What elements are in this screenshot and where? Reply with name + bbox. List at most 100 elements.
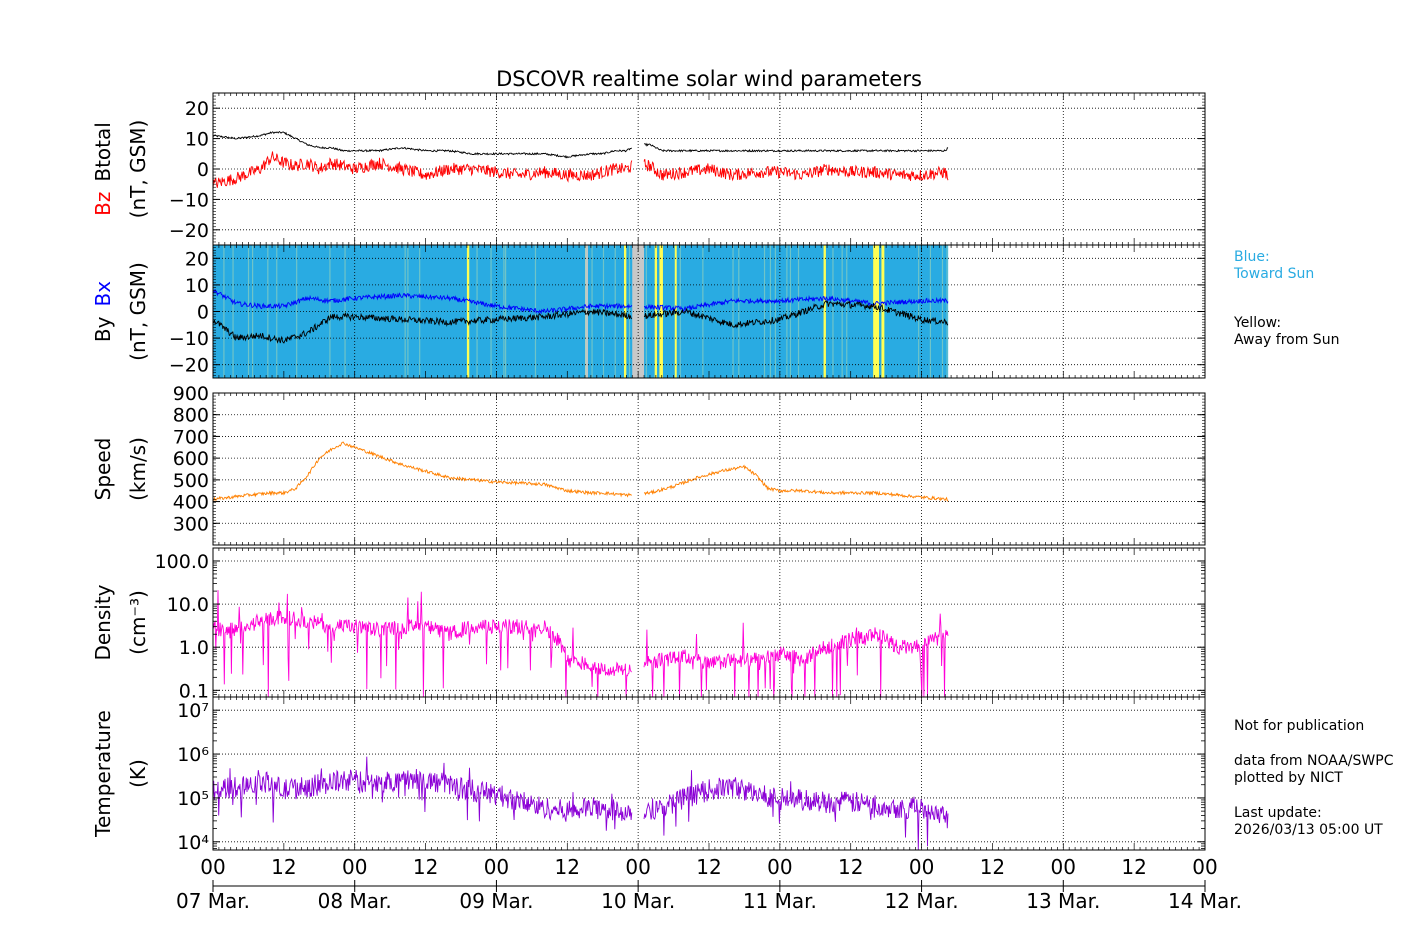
y-tick-label: 10⁴ <box>177 832 209 854</box>
panels: −20 −10 0 10 20 Bz Btotal (nT, GSM) −20 −10 0 10 20 B… <box>91 92 1206 854</box>
y-label-series-1: Bz <box>91 192 115 216</box>
x-hour-tick-label: 00 <box>909 855 934 879</box>
panel-imf: −20 −10 0 10 20 By Bx (nT, GSM) <box>91 244 1206 379</box>
x-hour-tick-label: 00 <box>484 855 509 879</box>
y-axis-unit: (nT, GSM) <box>126 120 150 219</box>
away-from-sun-band <box>623 245 627 378</box>
note-last-update-value: 2026/03/13 05:00 UT <box>1234 822 1383 838</box>
x-date-label: 12 Mar. <box>885 889 959 913</box>
y-tick-label: 20 <box>185 98 209 120</box>
x-hour-tick-label: 12 <box>271 855 296 879</box>
y-tick-label: −20 <box>169 220 209 242</box>
y-tick-label: −10 <box>169 189 209 211</box>
y-tick-label: −20 <box>169 355 209 377</box>
chart-title: DSCOVR realtime solar wind parameters <box>496 67 922 91</box>
x-date-label: 13 Mar. <box>1026 889 1100 913</box>
series-by <box>643 300 949 329</box>
series-by <box>212 308 633 344</box>
y-tick-label: 10.0 <box>167 594 209 616</box>
y-axis-label: Speed <box>91 438 115 501</box>
y-label-series-1: By <box>91 316 115 342</box>
minor-polarity-stripe <box>679 245 681 378</box>
minor-polarity-stripe <box>841 245 843 378</box>
x-date-label: 07 Mar. <box>176 889 250 913</box>
minor-polarity-stripe <box>832 245 834 378</box>
series-bz <box>643 158 949 182</box>
y-tick-label: 100.0 <box>155 551 209 573</box>
legend-blue-title: Blue: <box>1234 249 1270 265</box>
minor-polarity-stripe <box>789 245 792 378</box>
minor-polarity-stripe <box>296 245 298 378</box>
series-bx <box>644 295 949 313</box>
panel-mag: −20 −10 0 10 20 Bz Btotal (nT, GSM) <box>91 92 1206 246</box>
minor-polarity-stripe <box>329 245 331 378</box>
y-axis-label: Temperature <box>91 710 115 838</box>
y-tick-label: 0.1 <box>179 680 209 702</box>
x-hour-tick-label: 12 <box>980 855 1005 879</box>
note-not-for-publication: Not for publication <box>1234 718 1364 734</box>
minor-polarity-stripe <box>490 245 492 378</box>
imf-legend: Blue: Toward Sun Yellow: Away from Sun <box>1233 249 1339 348</box>
x-hour-tick-label: 00 <box>1051 855 1076 879</box>
minor-polarity-stripe <box>645 245 647 378</box>
away-from-sun-band <box>823 245 826 378</box>
away-from-sun-band <box>654 245 658 378</box>
y-axis-unit: (nT, GSM) <box>126 262 150 361</box>
minor-polarity-stripe <box>419 245 421 378</box>
series-btotal <box>644 142 949 153</box>
series-speed <box>643 464 949 502</box>
minor-polarity-stripe <box>503 245 505 378</box>
y-axis-label: Bz Btotal <box>91 122 115 216</box>
minor-polarity-stripe <box>946 245 948 378</box>
series-bx <box>212 289 633 315</box>
x-date-label: 11 Mar. <box>743 889 817 913</box>
y-tick-label: 600 <box>173 448 209 470</box>
series-speed <box>213 441 632 502</box>
y-axis-label: By Bx <box>91 281 115 342</box>
legend-blue-text: Toward Sun <box>1233 266 1314 282</box>
y-tick-label: 800 <box>173 405 209 427</box>
data-gap-band <box>585 245 588 378</box>
footnotes: Not for publication data from NOAA/SWPC … <box>1234 718 1394 838</box>
minor-polarity-stripe <box>763 245 766 378</box>
minor-polarity-stripe <box>774 245 776 378</box>
y-tick-label: 10⁷ <box>177 700 209 722</box>
series-temperature <box>643 770 949 851</box>
note-last-update-label: Last update: <box>1234 805 1322 821</box>
y-tick-label: 900 <box>173 383 209 405</box>
y-tick-label: 0 <box>197 159 209 181</box>
y-tick-label: 700 <box>173 426 209 448</box>
panel-frame <box>212 696 1206 851</box>
series-density <box>643 613 949 698</box>
series-density <box>212 590 633 698</box>
y-label-series-2: Btotal <box>91 122 115 181</box>
y-tick-label: −10 <box>169 328 209 350</box>
x-hour-tick-label: 00 <box>625 855 650 879</box>
x-hour-tick-label: 00 <box>200 855 225 879</box>
x-hour-tick-label: 00 <box>342 855 367 879</box>
minor-polarity-stripe <box>769 245 772 378</box>
y-tick-label: 300 <box>173 513 209 535</box>
minor-polarity-stripe <box>732 245 734 378</box>
note-data-source: data from NOAA/SWPC <box>1234 753 1394 769</box>
x-hour-tick-label: 12 <box>555 855 580 879</box>
y-tick-label: 10 <box>185 275 209 297</box>
x-date-label: 10 Mar. <box>601 889 675 913</box>
y-axis-unit: (K) <box>126 759 150 788</box>
x-date-label: 08 Mar. <box>318 889 392 913</box>
panel-density: 0.1 1.0 10.0 100.0 Density (cm⁻³) <box>91 547 1206 702</box>
y-tick-label: 10⁶ <box>177 744 209 766</box>
away-from-sun-band <box>659 245 663 378</box>
legend-yellow-title: Yellow: <box>1233 315 1281 331</box>
series-bz <box>212 151 633 190</box>
x-hour-tick-label: 12 <box>1121 855 1146 879</box>
x-hour-tick-label: 00 <box>767 855 792 879</box>
y-tick-label: 10 <box>185 129 209 151</box>
minor-polarity-stripe <box>223 245 225 378</box>
series-temperature <box>212 756 633 831</box>
y-tick-label: 500 <box>173 470 209 492</box>
y-label-series-2: Bx <box>91 281 115 307</box>
y-tick-label: 0 <box>197 302 209 324</box>
